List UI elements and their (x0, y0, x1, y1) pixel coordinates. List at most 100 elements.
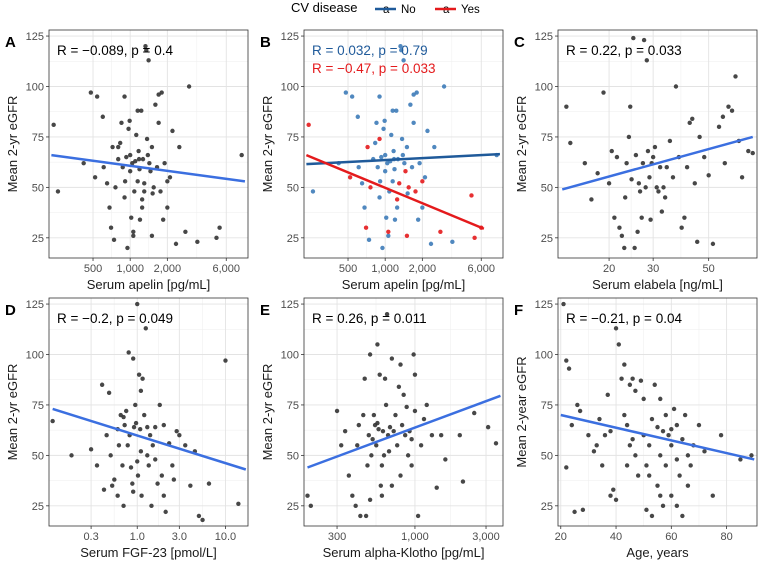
data-point (188, 483, 193, 488)
data-point (139, 205, 145, 210)
stat-annotation: R = −0.089, p = 0.4 (57, 43, 173, 58)
data-point (402, 160, 407, 166)
panel-label: C (514, 34, 525, 51)
data-point (394, 197, 400, 202)
regression-line (51, 153, 246, 183)
data-point (375, 342, 380, 347)
y-tick-label: 100 (535, 81, 553, 93)
x-tick-label: 1.0 (130, 531, 145, 543)
panel-e: 25 50 75 100 125 300 1,000 3,000 R = 0.26, p = 0… (260, 297, 504, 560)
x-axis-label: Serum apelin [pg/mL] (342, 277, 466, 292)
plot-area-f (558, 298, 757, 526)
data-point (367, 352, 373, 357)
data-point (669, 426, 674, 432)
data-point (107, 205, 112, 210)
y-tick-label: 50 (287, 182, 299, 194)
data-point (706, 173, 711, 178)
data-point (605, 392, 610, 398)
x-tick-label: 40 (610, 531, 622, 543)
data-point (150, 191, 155, 196)
data-point (569, 422, 575, 428)
data-point (671, 406, 677, 412)
data-point (116, 144, 121, 150)
data-point (434, 485, 439, 490)
data-point (659, 209, 665, 214)
data-point (739, 175, 745, 180)
data-point (131, 489, 136, 494)
data-point (606, 181, 612, 186)
data-point (139, 493, 144, 498)
data-point (379, 493, 385, 498)
data-point (132, 189, 137, 194)
data-point (469, 193, 474, 198)
data-point (729, 108, 735, 113)
panel-border-b (303, 29, 504, 259)
data-point (624, 422, 630, 428)
legend-label-yes: Yes (461, 4, 480, 16)
data-point (131, 233, 136, 239)
data-point (358, 513, 363, 519)
data-point (113, 185, 118, 190)
data-point (121, 414, 126, 420)
data-point (159, 90, 164, 95)
data-point (658, 453, 663, 458)
data-point (685, 483, 691, 488)
data-point (153, 102, 158, 107)
data-point (196, 513, 202, 519)
data-point (120, 463, 125, 468)
data-point (682, 412, 688, 418)
data-point (664, 165, 669, 170)
y-axis-label: Mean 2-yr eGFR (260, 364, 275, 461)
data-point (415, 217, 421, 222)
y-tick-label: 100 (281, 349, 299, 361)
data-point (135, 179, 140, 184)
data-point (399, 47, 404, 53)
data-point (485, 424, 491, 430)
data-point (170, 128, 175, 134)
data-point (586, 433, 591, 438)
data-point (140, 156, 146, 162)
data-point (441, 84, 447, 89)
data-point (647, 473, 652, 478)
data-point (669, 493, 674, 498)
data-point (414, 90, 419, 95)
data-point (111, 237, 117, 243)
y-tick-label: 50 (32, 182, 44, 194)
data-point (349, 94, 355, 99)
x-tick-label: 10.0 (215, 531, 236, 543)
data-point (619, 233, 625, 239)
y-tick-label: 125 (535, 31, 553, 43)
data-point (652, 144, 658, 150)
data-point (409, 437, 414, 442)
data-point (628, 104, 633, 109)
data-point (645, 148, 651, 154)
data-point (405, 191, 410, 196)
y-tick-label: 125 (281, 299, 299, 311)
data-point (374, 120, 379, 126)
data-point (183, 229, 188, 234)
data-point (160, 217, 166, 222)
data-point (733, 74, 738, 79)
data-point (145, 453, 150, 458)
data-point (616, 342, 622, 347)
data-point (122, 422, 127, 428)
data-point (656, 189, 661, 194)
data-point (343, 90, 349, 95)
data-point (131, 356, 136, 361)
data-point (398, 43, 403, 49)
data-point (629, 177, 634, 182)
regression-line (306, 152, 501, 166)
data-point (186, 84, 192, 89)
data-point (350, 493, 355, 498)
data-point (679, 225, 684, 230)
data-point (384, 215, 389, 220)
data-point (151, 185, 156, 190)
data-point (746, 148, 751, 154)
data-point (622, 412, 627, 418)
data-point (50, 418, 55, 424)
y-tick-label: 75 (541, 400, 553, 412)
data-point (680, 513, 685, 519)
data-point (101, 487, 107, 492)
y-tick-label: 75 (32, 400, 44, 412)
data-point (644, 507, 649, 513)
